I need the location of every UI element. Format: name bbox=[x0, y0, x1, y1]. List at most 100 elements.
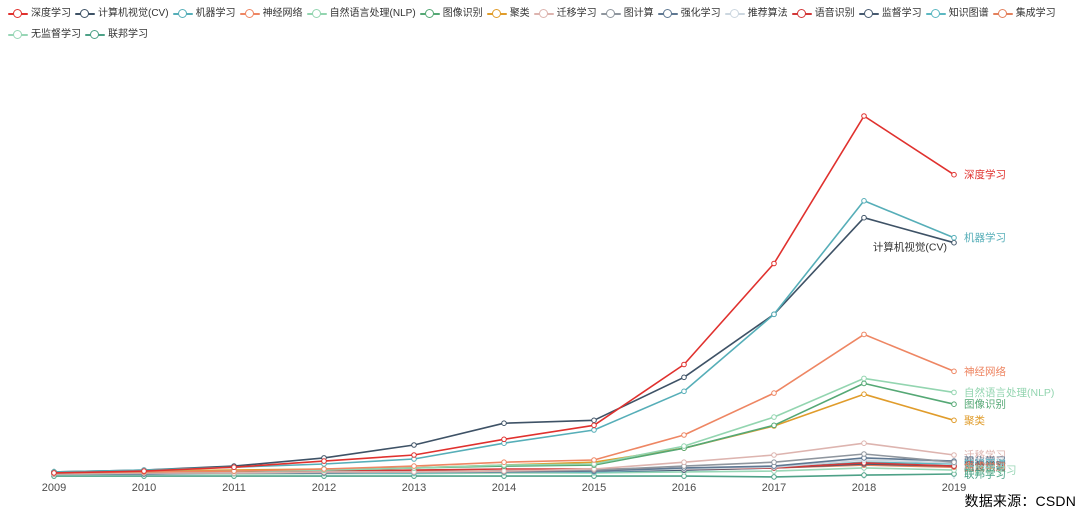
legend-line-circle-icon bbox=[239, 9, 260, 19]
legend-line-circle-icon bbox=[533, 9, 554, 19]
data-point-marker bbox=[861, 113, 867, 119]
data-point-marker bbox=[501, 468, 507, 474]
legend: 深度学习 计算机视觉(CV) 机器学习 神经网络 自然语言处理(NLP) 图像识别 聚类 迁移… bbox=[8, 8, 1076, 50]
data-point-marker bbox=[501, 436, 507, 443]
legend-item-无监督学习[interactable]: 无监督学习 bbox=[8, 29, 81, 41]
data-point-marker bbox=[411, 452, 417, 458]
x-axis-label: 2014 bbox=[492, 482, 516, 494]
data-point-marker bbox=[591, 417, 597, 424]
series-line bbox=[53, 200, 955, 473]
series-end-label-计算机视觉(CV): 计算机视觉(CV) bbox=[873, 241, 947, 254]
legend-item-label: 无监督学习 bbox=[31, 29, 81, 40]
legend-item-计算机视觉(CV)[interactable]: 计算机视觉(CV) bbox=[75, 8, 169, 20]
legend-line-circle-icon bbox=[600, 9, 621, 19]
legend-item-label: 推荐算法 bbox=[747, 8, 788, 19]
data-point-marker bbox=[951, 368, 957, 375]
data-point-marker bbox=[861, 198, 867, 204]
data-point-marker bbox=[861, 472, 867, 478]
legend-line-circle-icon bbox=[657, 9, 678, 19]
data-point-marker bbox=[411, 442, 417, 448]
legend-item-语音识别[interactable]: 语音识别 bbox=[791, 8, 855, 20]
data-point-marker bbox=[951, 401, 957, 408]
x-axis-label: 2017 bbox=[762, 482, 786, 494]
legend-item-label: 深度学习 bbox=[31, 8, 71, 19]
series-计算机视觉(CV) bbox=[51, 214, 957, 475]
data-point-marker bbox=[951, 459, 957, 466]
data-point-marker bbox=[681, 361, 687, 368]
legend-item-label: 聚类 bbox=[509, 8, 530, 19]
legend-item-深度学习[interactable]: 深度学习 bbox=[8, 8, 71, 20]
data-point-marker bbox=[861, 451, 867, 457]
legend-item-机器学习[interactable]: 机器学习 bbox=[172, 8, 236, 20]
legend-item-聚类[interactable]: 聚类 bbox=[486, 8, 530, 20]
data-point-marker bbox=[591, 427, 597, 433]
data-point-marker bbox=[951, 239, 957, 246]
data-point-marker bbox=[681, 388, 687, 395]
data-point-marker bbox=[681, 459, 687, 466]
legend-line-circle-icon bbox=[172, 9, 193, 19]
series-end-label-图计算: 图计算 bbox=[964, 456, 996, 469]
series-机器学习 bbox=[51, 198, 957, 475]
legend-item-集成学习[interactable]: 集成学习 bbox=[992, 8, 1056, 20]
series-end-label-强化学习: 强化学习 bbox=[964, 455, 1006, 468]
legend-item-label: 联邦学习 bbox=[108, 29, 148, 40]
data-point-marker bbox=[771, 474, 777, 480]
data-point-marker bbox=[411, 463, 417, 469]
data-point-marker bbox=[321, 458, 327, 464]
x-axis-label: 2013 bbox=[402, 482, 426, 494]
data-point-marker bbox=[771, 452, 777, 458]
data-point-marker bbox=[231, 464, 237, 471]
legend-row-1: 深度学习 计算机视觉(CV) 机器学习 神经网络 自然语言处理(NLP) 图像识别 聚类 迁移… bbox=[8, 8, 1076, 20]
legend-line-circle-icon bbox=[419, 9, 440, 19]
legend-item-监督学习[interactable]: 监督学习 bbox=[858, 8, 922, 20]
series-end-label-神经网络: 神经网络 bbox=[964, 365, 1006, 378]
data-point-marker bbox=[681, 443, 687, 449]
series-end-label-机器学习: 机器学习 bbox=[964, 231, 1006, 244]
series-end-label-知识图谱: 知识图谱 bbox=[964, 458, 1006, 471]
legend-item-图计算[interactable]: 图计算 bbox=[600, 8, 654, 20]
legend-item-图像识别[interactable]: 图像识别 bbox=[419, 8, 483, 20]
series-line bbox=[53, 216, 955, 473]
series-end-label-聚类: 聚类 bbox=[964, 414, 985, 427]
data-point-marker bbox=[681, 432, 687, 438]
data-point-marker bbox=[861, 440, 867, 447]
data-point-marker bbox=[771, 459, 777, 466]
series-神经网络 bbox=[51, 331, 957, 476]
legend-item-label: 语音识别 bbox=[814, 8, 855, 19]
legend-item-label: 计算机视觉(CV) bbox=[98, 8, 169, 19]
legend-item-label: 机器学习 bbox=[195, 8, 236, 19]
legend-line-circle-icon bbox=[724, 9, 745, 19]
legend-item-神经网络[interactable]: 神经网络 bbox=[239, 8, 303, 20]
legend-item-强化学习[interactable]: 强化学习 bbox=[657, 8, 721, 20]
series-深度学习 bbox=[51, 113, 957, 476]
x-axis-label: 2011 bbox=[222, 482, 246, 494]
legend-line-circle-icon bbox=[8, 30, 28, 40]
data-point-marker bbox=[501, 459, 507, 466]
legend-item-自然语言处理(NLP)[interactable]: 自然语言处理(NLP) bbox=[306, 8, 416, 20]
data-point-marker bbox=[771, 390, 777, 396]
series-end-label-推荐算法: 推荐算法 bbox=[964, 456, 1006, 469]
data-point-marker bbox=[951, 389, 957, 396]
series-end-label-自然语言处理(NLP): 自然语言处理(NLP) bbox=[964, 386, 1054, 399]
data-point-marker bbox=[501, 420, 507, 427]
legend-item-迁移学习[interactable]: 迁移学习 bbox=[533, 8, 597, 20]
legend-item-label: 监督学习 bbox=[881, 8, 922, 19]
legend-line-circle-icon bbox=[85, 30, 105, 40]
legend-item-label: 知识图谱 bbox=[948, 8, 989, 19]
series-line bbox=[53, 115, 955, 474]
data-point-marker bbox=[951, 452, 957, 458]
series-end-label-联邦学习: 联邦学习 bbox=[964, 468, 1006, 481]
legend-item-推荐算法[interactable]: 推荐算法 bbox=[724, 8, 788, 20]
legend-item-联邦学习[interactable]: 联邦学习 bbox=[85, 29, 148, 41]
data-point-marker bbox=[861, 375, 867, 382]
data-point-marker bbox=[591, 457, 597, 463]
data-point-marker bbox=[861, 331, 867, 338]
x-axis-label: 2019 bbox=[942, 482, 966, 494]
x-axis-label: 2009 bbox=[42, 482, 66, 494]
legend-item-label: 迁移学习 bbox=[556, 8, 597, 19]
x-axis-label: 2010 bbox=[132, 482, 156, 494]
legend-item-知识图谱[interactable]: 知识图谱 bbox=[925, 8, 989, 20]
series-end-label-深度学习: 深度学习 bbox=[964, 168, 1006, 181]
legend-item-label: 图像识别 bbox=[442, 8, 483, 19]
